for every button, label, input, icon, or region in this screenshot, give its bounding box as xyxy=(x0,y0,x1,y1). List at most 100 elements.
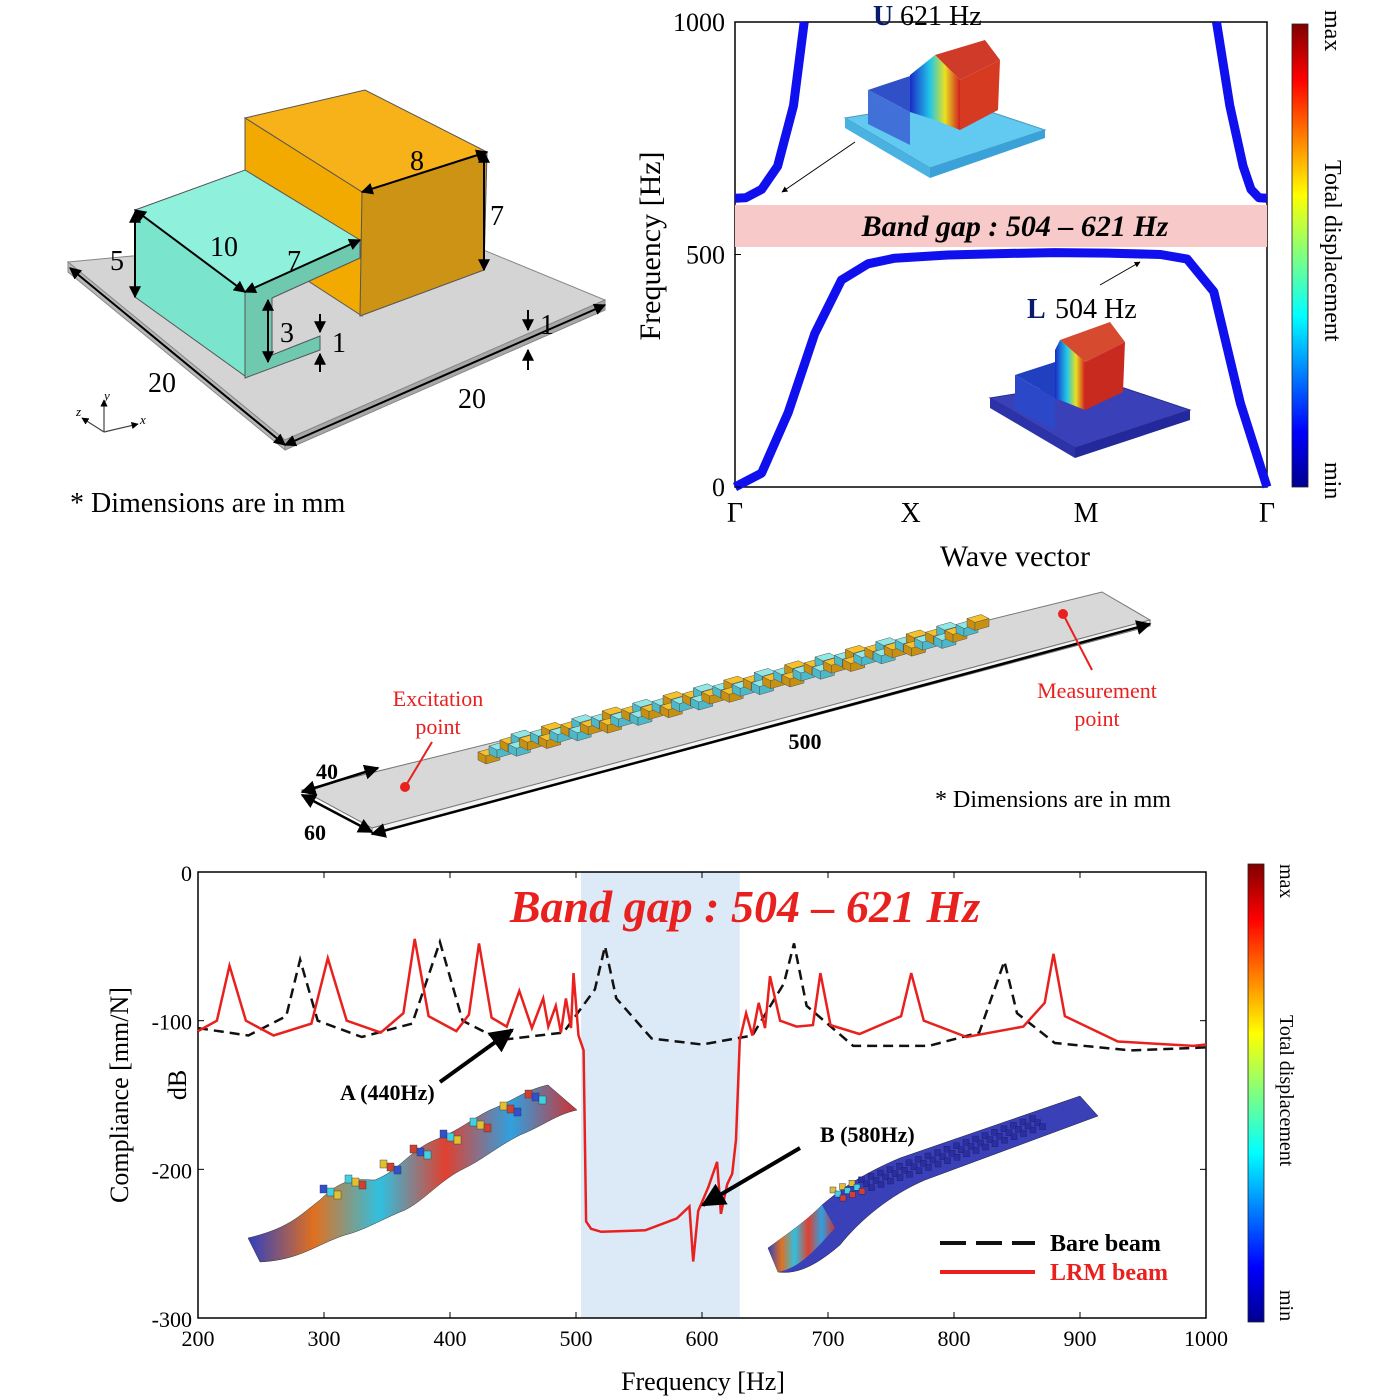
excitation-label-line2: point xyxy=(415,714,460,739)
mode-b-resonator xyxy=(1019,1118,1027,1126)
mode-a-resonator xyxy=(483,1123,492,1133)
compliance-panel: 0 -100 -200 -300 200 300 400 500 600 700 800 900 10… xyxy=(105,861,1297,1396)
mode-a-resonator xyxy=(379,1159,388,1169)
mode-b-resonator xyxy=(896,1174,904,1181)
dispersion-y-tick-label: 1000 xyxy=(673,8,725,37)
lower-mode-prefix: L xyxy=(1027,294,1046,325)
mode-b-resonator xyxy=(906,1170,913,1178)
unit-cell-panel: 8 7 10 7 5 3 1 1 20 20 y x z * Dimension… xyxy=(66,89,607,519)
compliance-colorbar-min: min xyxy=(1275,1290,1297,1321)
dispersion-x-tick-label: X xyxy=(900,498,920,529)
upper-mode-frequency: 621 Hz xyxy=(900,1,982,32)
mode-b-resonator xyxy=(953,1142,960,1150)
mode-b-resonator xyxy=(1024,1122,1032,1130)
lower-mode-frequency: 504 Hz xyxy=(1055,294,1137,325)
mode-a-resonator xyxy=(524,1089,533,1099)
compliance-y-axis-unit-db: dB xyxy=(163,1070,192,1100)
mode-b-resonator xyxy=(920,1160,927,1167)
dispersion-x-tick-label: M xyxy=(1074,498,1099,529)
mode-b-resonator xyxy=(953,1153,961,1161)
mode-a-resonator xyxy=(446,1132,455,1142)
upper-mode-pointer xyxy=(781,141,856,193)
mode-a-resonator xyxy=(513,1107,522,1117)
lrm-beam-line xyxy=(197,938,1207,1262)
compliance-x-tick-label: 200 xyxy=(182,1326,215,1351)
mode-a-resonator xyxy=(476,1120,485,1130)
mode-a-resonator xyxy=(538,1095,547,1105)
mode-b-resonator xyxy=(905,1159,913,1167)
mode-b-resonator xyxy=(901,1166,908,1174)
mode-shape-b-image xyxy=(767,1095,1099,1273)
compliance-x-tick-label: 500 xyxy=(560,1326,593,1351)
mode-a-resonator xyxy=(333,1190,342,1200)
dispersion-band-gap-band xyxy=(735,205,1267,247)
unit-cell-dimension-note: * Dimensions are in mm xyxy=(70,488,346,519)
measurement-label-line2: point xyxy=(1074,706,1119,731)
axis-x-label: x xyxy=(139,412,146,427)
dim-label-20-right: 20 xyxy=(458,384,486,415)
dim-label-20-left: 20 xyxy=(148,368,176,399)
mode-b-resonator xyxy=(981,1132,989,1139)
mode-a-resonator xyxy=(531,1092,540,1102)
dim-label-8: 8 xyxy=(410,146,424,177)
dispersion-colorbar-max: max xyxy=(1319,10,1345,51)
lower-mode-shape-image xyxy=(988,322,1192,458)
mode-a-resonator xyxy=(344,1174,353,1184)
mode-a-resonator xyxy=(319,1184,328,1194)
dim-label-3: 3 xyxy=(280,318,294,349)
compliance-x-tick-label: 800 xyxy=(938,1326,971,1351)
mode-b-resonator xyxy=(967,1143,975,1150)
mode-b-resonator xyxy=(1029,1115,1036,1122)
mode-b-resonator xyxy=(887,1177,894,1185)
compliance-colorbar xyxy=(1247,863,1265,1323)
dispersion-branch-2 xyxy=(1212,21,1268,203)
compliance-x-tick-label: 300 xyxy=(308,1326,341,1351)
mode-b-resonator xyxy=(868,1184,875,1192)
dispersion-branch-1 xyxy=(734,21,809,203)
dispersion-x-tick-label: Γ xyxy=(1259,498,1275,529)
mode-b-resonator xyxy=(1034,1119,1041,1126)
mode-b-resonator xyxy=(886,1166,894,1173)
compliance-band-gap-shading xyxy=(581,872,740,1318)
dim-label-7-right: 7 xyxy=(490,201,504,232)
annotation-b-label: B (580Hz) xyxy=(820,1122,915,1147)
axis-z-label: z xyxy=(75,404,81,419)
mode-b-resonator xyxy=(929,1156,937,1164)
resonator-array xyxy=(477,614,990,765)
upper-mode-prefix: U xyxy=(873,1,893,32)
mode-a-resonator xyxy=(416,1147,425,1157)
dispersion-branch-0 xyxy=(732,248,1272,491)
mode-b-resonator xyxy=(915,1167,923,1175)
bare-beam-line xyxy=(197,937,1207,1052)
compliance-y-ticks: 0 -100 -200 -300 xyxy=(152,861,1206,1332)
mode-b-resonator xyxy=(891,1170,899,1177)
mode-b-resonator xyxy=(839,1194,847,1202)
mode-b-resonator xyxy=(858,1187,866,1195)
mode-b-resonator xyxy=(1039,1123,1046,1130)
mode-b-resonator xyxy=(882,1173,889,1181)
mode-a-resonator xyxy=(439,1129,448,1139)
compliance-y-tick-label: 0 xyxy=(181,861,192,886)
compliance-x-tick-label: 700 xyxy=(812,1326,845,1351)
axis-y-label: y xyxy=(102,388,110,403)
compliance-y-tick-label: -200 xyxy=(152,1158,192,1183)
dispersion-colorbar-min: min xyxy=(1319,462,1345,499)
dispersion-colorbar xyxy=(1291,23,1309,488)
mode-b-resonator xyxy=(896,1162,903,1170)
legend-bare-beam-label: Bare beam xyxy=(1050,1231,1161,1257)
annotation-a-label: A (440Hz) xyxy=(340,1080,435,1105)
mode-b-resonator xyxy=(1029,1126,1037,1134)
compliance-x-tick-label: 1000 xyxy=(1184,1326,1228,1351)
compliance-colorbar-label: Total displacement xyxy=(1275,1015,1297,1167)
resonator-cell xyxy=(966,614,990,631)
mode-a-resonator xyxy=(351,1177,360,1187)
compliance-x-tick-label: 400 xyxy=(434,1326,467,1351)
legend-lrm-beam-label: LRM beam xyxy=(1050,1260,1168,1286)
mode-b-resonator xyxy=(853,1183,861,1191)
upper-mode-shape-image xyxy=(843,40,1047,178)
mode-b-resonator xyxy=(934,1149,941,1156)
mode-b-resonator xyxy=(991,1140,999,1147)
mode-b-resonator xyxy=(1020,1130,1027,1137)
mode-b-resonator xyxy=(848,1179,856,1187)
